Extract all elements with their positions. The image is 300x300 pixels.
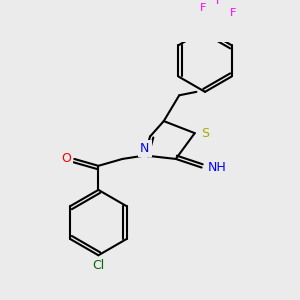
Text: O: O	[61, 152, 70, 165]
Text: F: F	[216, 0, 222, 6]
Text: F: F	[200, 3, 206, 13]
Text: Cl: Cl	[92, 259, 104, 272]
Text: S: S	[201, 127, 209, 140]
Text: N: N	[140, 142, 149, 155]
Text: F: F	[230, 8, 236, 18]
Text: NH: NH	[208, 161, 226, 174]
